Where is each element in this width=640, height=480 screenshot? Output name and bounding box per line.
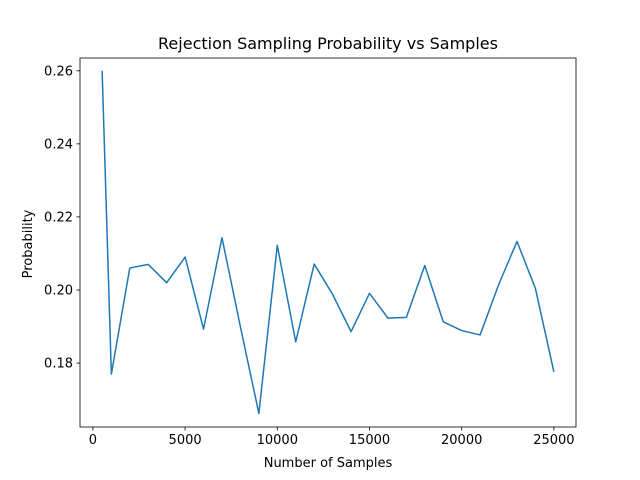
y-tick-label: 0.26 [44, 64, 73, 79]
y-tick-label: 0.18 [44, 357, 73, 372]
x-tick-label: 20000 [441, 433, 482, 448]
series-line-0 [101, 70, 555, 415]
y-tick-label: 0.20 [44, 283, 73, 298]
x-tick-label: 15000 [349, 433, 390, 448]
x-tick-label: 0 [89, 433, 97, 448]
y-tick-label: 0.24 [44, 137, 73, 152]
x-axis-title: Number of Samples [264, 456, 393, 471]
x-tick-label: 25000 [533, 433, 574, 448]
chart-title: Rejection Sampling Probability vs Sample… [158, 34, 498, 53]
y-axis-title: Probability [21, 209, 36, 278]
x-tick-label: 10000 [257, 433, 298, 448]
x-tick-label: 5000 [169, 433, 202, 448]
plot-area: 0 5000 10000 15000 20000 25000 0.18 0.20 0.22 0.2… [44, 57, 577, 448]
axes-frame [79, 57, 577, 428]
y-tick-label: 0.22 [44, 210, 73, 225]
